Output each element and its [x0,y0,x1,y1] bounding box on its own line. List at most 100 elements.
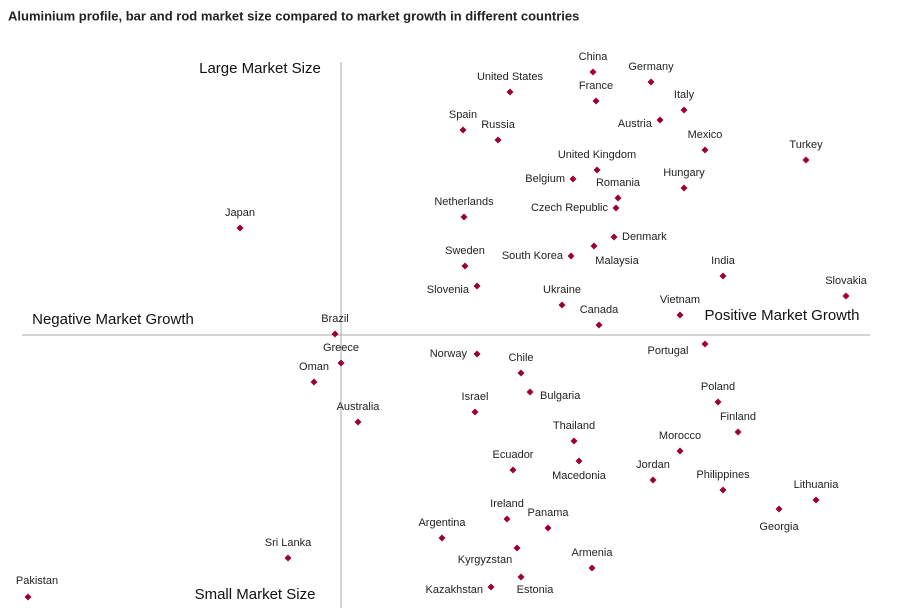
data-point [593,166,601,174]
data-point [589,68,597,76]
point-label: United States [477,71,544,83]
x-axis-label-positive: Positive Market Growth [704,307,859,324]
point-label: Italy [674,89,695,101]
point-label: Vietnam [660,294,700,306]
data-point [575,457,583,465]
data-point [461,262,469,270]
point-label: India [711,255,736,267]
data-point [494,136,502,144]
point-label: Poland [701,381,735,393]
data-point [526,388,534,396]
point-label: South Korea [502,250,564,262]
point-label: France [579,80,613,92]
point-label: Russia [481,119,516,131]
point-label: Armenia [572,547,614,559]
point-label: Finland [720,411,756,423]
data-point [544,524,552,532]
data-point [567,252,575,260]
data-point [354,418,362,426]
data-point [471,408,479,416]
point-label: Germany [628,61,674,73]
data-point [719,486,727,494]
point-label: Ukraine [543,284,581,296]
data-point [517,573,525,581]
data-point [459,126,467,134]
data-point [595,321,603,329]
data-point [647,78,655,86]
point-label: Kyrgyzstan [458,554,512,566]
point-label: Thailand [553,420,595,432]
point-label: United Kingdom [558,149,636,161]
point-label: Sweden [445,245,485,257]
point-label: Jordan [636,459,670,471]
point-label: Oman [299,361,329,373]
point-label: Australia [337,401,381,413]
point-label: Belgium [525,173,565,185]
data-point [503,515,511,523]
data-point [680,184,688,192]
data-point [513,544,521,552]
data-point [719,272,727,280]
data-point [714,398,722,406]
data-point [331,330,339,338]
point-label: Chile [508,352,533,364]
point-label: Norway [430,348,468,360]
point-label: Malaysia [595,255,639,267]
point-label: Greece [323,342,359,354]
data-point [517,369,525,377]
point-label: Denmark [622,231,667,243]
point-label: Sri Lanka [265,537,312,549]
point-label: Kazakhstan [426,584,483,596]
point-label: Slovakia [825,275,867,287]
data-point [802,156,810,164]
point-label: Mexico [688,129,723,141]
data-point [656,116,664,124]
data-point [24,593,32,601]
point-label: Bulgaria [540,390,581,402]
point-label: Israel [462,391,489,403]
point-label: Hungary [663,167,705,179]
data-point [649,476,657,484]
data-point [676,311,684,319]
point-label: Romania [596,177,641,189]
data-point [614,194,622,202]
data-point [701,340,709,348]
data-point [473,350,481,358]
y-axis-label-top: Large Market Size [199,60,321,77]
data-point [438,534,446,542]
point-label: Czech Republic [531,202,609,214]
point-label: Panama [528,507,570,519]
point-label: Brazil [321,313,349,325]
data-point [337,359,345,367]
data-point [310,378,318,386]
data-point [558,301,566,309]
point-label: Japan [225,207,255,219]
point-label: Austria [618,118,653,130]
data-point [509,466,517,474]
point-label: Lithuania [794,479,840,491]
chart-title: Aluminium profile, bar and rod market si… [8,8,579,23]
data-point [734,428,742,436]
data-point [506,88,514,96]
data-point [588,564,596,572]
data-point [610,233,618,241]
data-point [487,583,495,591]
point-label: Portugal [648,345,689,357]
data-point [676,447,684,455]
data-point [569,175,577,183]
data-point [612,204,620,212]
point-label: Ireland [490,498,524,510]
data-point [460,213,468,221]
point-label: Macedonia [552,470,607,482]
point-label: China [579,51,609,63]
point-label: Ecuador [493,449,534,461]
point-label: Philippines [696,469,750,481]
data-point [284,554,292,562]
point-label: Argentina [418,517,466,529]
point-label: Slovenia [427,284,470,296]
data-point [842,292,850,300]
point-label: Pakistan [16,575,58,587]
data-point [590,242,598,250]
data-point [570,437,578,445]
